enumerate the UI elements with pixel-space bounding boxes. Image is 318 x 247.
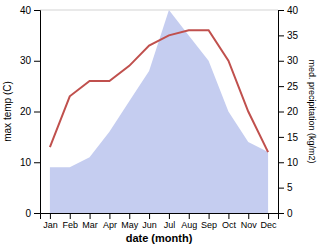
tick: 5 [278, 182, 293, 193]
tick-mark [34, 10, 40, 11]
tick-label: 5 [287, 182, 293, 193]
axis-line [279, 11, 285, 214]
tick-mark [50, 213, 51, 219]
tick-label: 40 [20, 5, 32, 16]
tick-mark [169, 213, 170, 219]
tick: Sep [201, 213, 217, 230]
tick: Apr [103, 213, 117, 230]
tick: 10 [20, 157, 40, 168]
tick-label: 20 [20, 106, 32, 117]
tick-mark [278, 162, 284, 163]
tick: 20 [278, 106, 299, 117]
tick-label: Apr [103, 220, 117, 230]
tick-mark [278, 188, 284, 189]
tick-label: Jul [164, 220, 176, 230]
tick-label: 30 [287, 55, 299, 66]
tick: Feb [62, 213, 78, 230]
tick-label: Aug [181, 220, 197, 230]
tick-label: Sep [201, 220, 217, 230]
tick-mark [149, 213, 150, 219]
tick-mark [278, 112, 284, 113]
tick: 15 [278, 132, 299, 143]
tick: Jul [164, 213, 176, 230]
tick-label: Dec [261, 220, 278, 230]
tick-mark [70, 213, 71, 219]
tick: May [121, 213, 139, 230]
tick-label: Oct [222, 220, 237, 230]
tick: Jan [43, 213, 58, 230]
chart: Jan Feb Mar Apr MayJun Jul Aug Sep Oct NovDec 0 10 2… [0, 0, 318, 247]
tick-label: 30 [20, 55, 32, 66]
tick-label: Jun [142, 220, 157, 230]
tick-mark [268, 213, 269, 219]
axis-line [34, 11, 41, 214]
tick-label: 40 [287, 5, 299, 16]
tick-mark [189, 213, 190, 219]
tick-mark [109, 213, 110, 219]
y2-axis-title: med. precipitation (kg/m2) [307, 59, 317, 163]
tick-label: 10 [20, 157, 32, 168]
tick: 35 [278, 30, 299, 41]
tick-mark [278, 86, 284, 87]
tick-label: 15 [287, 132, 299, 143]
tick-label: Jan [43, 220, 58, 230]
tick: 25 [278, 81, 299, 92]
line [50, 30, 268, 152]
tick: 30 [278, 55, 299, 66]
tick-label: Feb [62, 220, 78, 230]
tick-label: May [121, 220, 139, 230]
tick: 10 [278, 157, 299, 168]
tick-label: 25 [287, 81, 299, 92]
tick-mark [278, 10, 284, 11]
tick-mark [248, 213, 249, 219]
tick-label: 35 [287, 30, 299, 41]
marks [50, 10, 268, 213]
tick: 20 [20, 106, 40, 117]
tick-label: 20 [287, 106, 299, 117]
tick: Aug [181, 213, 197, 230]
tick: Mar [82, 213, 98, 230]
y-axis: 0 10 20 30 40 [20, 5, 41, 219]
tick-label: 10 [287, 157, 299, 168]
tick-mark [129, 213, 130, 219]
tick: Oct [222, 213, 237, 230]
tick-mark [278, 137, 284, 138]
tick-label: 0 [287, 208, 293, 219]
tick: Dec [261, 213, 278, 230]
axis-line [41, 214, 279, 220]
tick-mark [278, 61, 284, 62]
tick: 40 [278, 5, 299, 16]
tick-mark [34, 61, 40, 62]
y2-axis: 0 5 10 15 20 25 30 35 40 [278, 5, 299, 219]
tick-label: 0 [25, 208, 31, 219]
tick-mark [34, 162, 40, 163]
area [50, 10, 268, 213]
plot-top-border [40, 10, 278, 11]
tick: 40 [20, 5, 40, 16]
tick: Nov [241, 213, 258, 230]
tick: 30 [20, 55, 40, 66]
tick-mark [278, 35, 284, 36]
tick-label: Mar [82, 220, 98, 230]
plot: Jan Feb Mar Apr MayJun Jul Aug Sep Oct NovDec 0 10 2… [20, 5, 299, 231]
tick: 0 [25, 208, 40, 219]
tick: 0 [278, 208, 293, 219]
tick: Jun [142, 213, 157, 230]
tick-mark [209, 213, 210, 219]
tick-mark [90, 213, 91, 219]
x-axis: Jan Feb Mar Apr MayJun Jul Aug Sep Oct NovDec [41, 213, 279, 230]
tick-mark [228, 213, 229, 219]
y-axis-title: max temp (C) [2, 81, 13, 142]
x-axis-title: date (month) [126, 232, 193, 244]
tick-mark [278, 213, 284, 214]
tick-label: Nov [241, 220, 258, 230]
tick-mark [34, 213, 40, 214]
tick-mark [34, 112, 40, 113]
